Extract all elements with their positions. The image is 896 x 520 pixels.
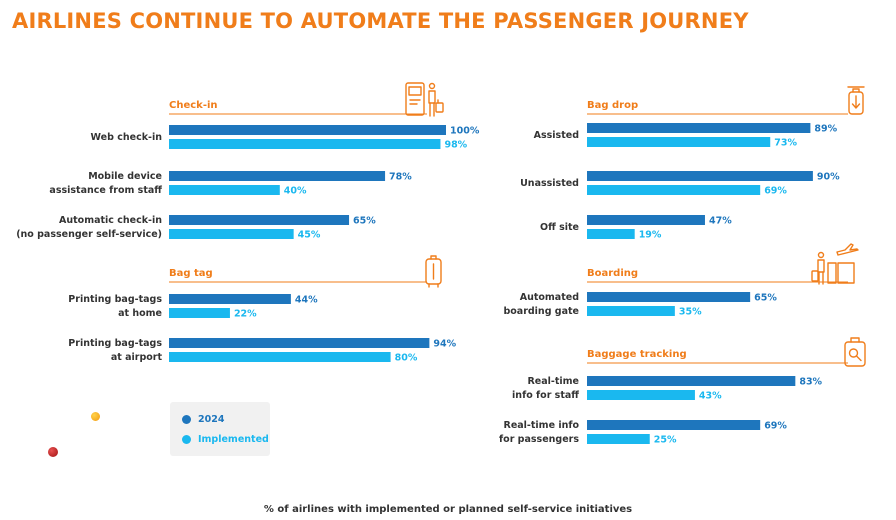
bar-automated-boarding-gate-implemented bbox=[587, 306, 675, 316]
bar-off-site-2024 bbox=[587, 215, 705, 225]
section-title-bag-drop: Bag drop bbox=[587, 100, 638, 111]
bar-real-time-info-for-staff-implemented bbox=[587, 390, 695, 400]
category-label-unassisted: Unassisted bbox=[520, 178, 579, 189]
category-label-printing-bag-tags-at-airport: Printing bag-tags bbox=[68, 338, 162, 349]
value-label-mobile-device-assistance-from-staff-2024: 78% bbox=[389, 172, 412, 183]
bar-printing-bag-tags-at-home-2024 bbox=[169, 294, 291, 304]
value-label-printing-bag-tags-at-airport-implemented: 80% bbox=[395, 353, 418, 364]
bar-real-time-info-for-passengers-2024 bbox=[587, 420, 761, 430]
value-label-web-check-in-implemented: 98% bbox=[444, 140, 467, 151]
bar-off-site-implemented bbox=[587, 229, 635, 239]
page-title: AIRLINES CONTINUE TO AUTOMATE THE PASSEN… bbox=[12, 9, 749, 33]
category-label-automatic-check-in-no-passenger-self-service: Automatic check-in bbox=[59, 215, 162, 226]
value-label-automatic-check-in-no-passenger-self-service-implemented: 45% bbox=[298, 230, 321, 241]
value-label-assisted-2024: 89% bbox=[814, 124, 837, 135]
bar-assisted-implemented bbox=[587, 137, 771, 147]
section-title-bag-tag: Bag tag bbox=[169, 268, 213, 279]
decorative-orange-dot bbox=[91, 412, 100, 421]
bar-web-check-in-2024 bbox=[169, 125, 446, 135]
self-service-bar-chart: Check-in Web check-in 100% 98% Mobile device… bbox=[16, 82, 866, 446]
legend-item-2024: 2024 bbox=[182, 414, 224, 425]
legend-item-implemented: Implemented bbox=[182, 434, 269, 445]
decorative-red-dot bbox=[48, 447, 58, 457]
category-label-web-check-in: Web check-in bbox=[91, 132, 163, 143]
value-label-off-site-2024: 47% bbox=[709, 216, 732, 227]
bar-real-time-info-for-passengers-implemented bbox=[587, 434, 650, 444]
value-label-real-time-info-for-staff-2024: 83% bbox=[799, 377, 822, 388]
category-label-automated-boarding-gate: Automated bbox=[520, 292, 579, 303]
category-label-printing-bag-tags-at-airport: at airport bbox=[111, 352, 163, 363]
boarding-plane-icon bbox=[811, 243, 859, 285]
legend-swatch-2024 bbox=[182, 415, 191, 424]
legend-label-2024: 2024 bbox=[198, 414, 225, 425]
category-label-real-time-info-for-passengers: for passengers bbox=[499, 434, 579, 445]
category-label-real-time-info-for-passengers: Real-time info bbox=[504, 420, 580, 431]
bar-printing-bag-tags-at-airport-2024 bbox=[169, 338, 430, 348]
value-label-unassisted-2024: 90% bbox=[817, 172, 840, 183]
value-label-off-site-implemented: 19% bbox=[639, 230, 662, 241]
chart-footnote: % of airlines with implemented or planne… bbox=[263, 504, 633, 515]
bar-unassisted-2024 bbox=[587, 171, 813, 181]
bar-web-check-in-implemented bbox=[169, 139, 441, 149]
value-label-real-time-info-for-passengers-2024: 69% bbox=[764, 421, 787, 432]
value-label-real-time-info-for-passengers-implemented: 25% bbox=[654, 435, 677, 446]
category-label-mobile-device-assistance-from-staff: assistance from staff bbox=[49, 185, 162, 196]
bag-drop-icon bbox=[847, 86, 865, 115]
bar-automatic-check-in-no-passenger-self-service-2024 bbox=[169, 215, 350, 225]
value-label-real-time-info-for-staff-implemented: 43% bbox=[699, 391, 722, 402]
value-label-printing-bag-tags-at-home-implemented: 22% bbox=[234, 309, 257, 320]
bar-printing-bag-tags-at-airport-implemented bbox=[169, 352, 391, 362]
category-label-assisted: Assisted bbox=[534, 130, 579, 141]
section-title-check-in: Check-in bbox=[169, 100, 218, 111]
luggage-tag-icon bbox=[425, 255, 442, 288]
bar-assisted-2024 bbox=[587, 123, 811, 133]
category-label-real-time-info-for-staff: Real-time bbox=[527, 376, 579, 387]
value-label-automated-boarding-gate-implemented: 35% bbox=[679, 307, 702, 318]
category-label-automated-boarding-gate: boarding gate bbox=[503, 306, 579, 317]
value-label-automatic-check-in-no-passenger-self-service-2024: 65% bbox=[353, 216, 376, 227]
bar-real-time-info-for-staff-2024 bbox=[587, 376, 796, 386]
section-title-boarding: Boarding bbox=[587, 268, 638, 279]
category-label-mobile-device-assistance-from-staff: Mobile device bbox=[88, 171, 162, 182]
value-label-web-check-in-2024: 100% bbox=[450, 126, 480, 137]
kiosk-traveler-icon bbox=[405, 82, 444, 117]
chart-legend: 2024 Implemented bbox=[170, 402, 270, 456]
category-label-real-time-info-for-staff: info for staff bbox=[512, 390, 579, 401]
section-title-baggage-tracking: Baggage tracking bbox=[587, 349, 687, 360]
value-label-automated-boarding-gate-2024: 65% bbox=[754, 293, 777, 304]
value-label-assisted-implemented: 73% bbox=[774, 138, 797, 149]
bar-mobile-device-assistance-from-staff-2024 bbox=[169, 171, 386, 181]
legend-label-implemented: Implemented bbox=[198, 434, 269, 445]
bar-automated-boarding-gate-2024 bbox=[587, 292, 751, 302]
category-label-printing-bag-tags-at-home: at home bbox=[118, 308, 162, 319]
bar-printing-bag-tags-at-home-implemented bbox=[169, 308, 230, 318]
value-label-printing-bag-tags-at-airport-2024: 94% bbox=[433, 339, 456, 350]
legend-swatch-implemented bbox=[182, 435, 191, 444]
baggage-search-icon bbox=[844, 337, 866, 367]
bar-mobile-device-assistance-from-staff-implemented bbox=[169, 185, 280, 195]
value-label-mobile-device-assistance-from-staff-implemented: 40% bbox=[284, 186, 307, 197]
category-label-printing-bag-tags-at-home: Printing bag-tags bbox=[68, 294, 162, 305]
bar-automatic-check-in-no-passenger-self-service-implemented bbox=[169, 229, 294, 239]
category-label-off-site: Off site bbox=[540, 222, 579, 233]
value-label-unassisted-implemented: 69% bbox=[764, 186, 787, 197]
bar-unassisted-implemented bbox=[587, 185, 761, 195]
value-label-printing-bag-tags-at-home-2024: 44% bbox=[295, 295, 318, 306]
category-label-automatic-check-in-no-passenger-self-service: (no passenger self-service) bbox=[16, 229, 162, 240]
